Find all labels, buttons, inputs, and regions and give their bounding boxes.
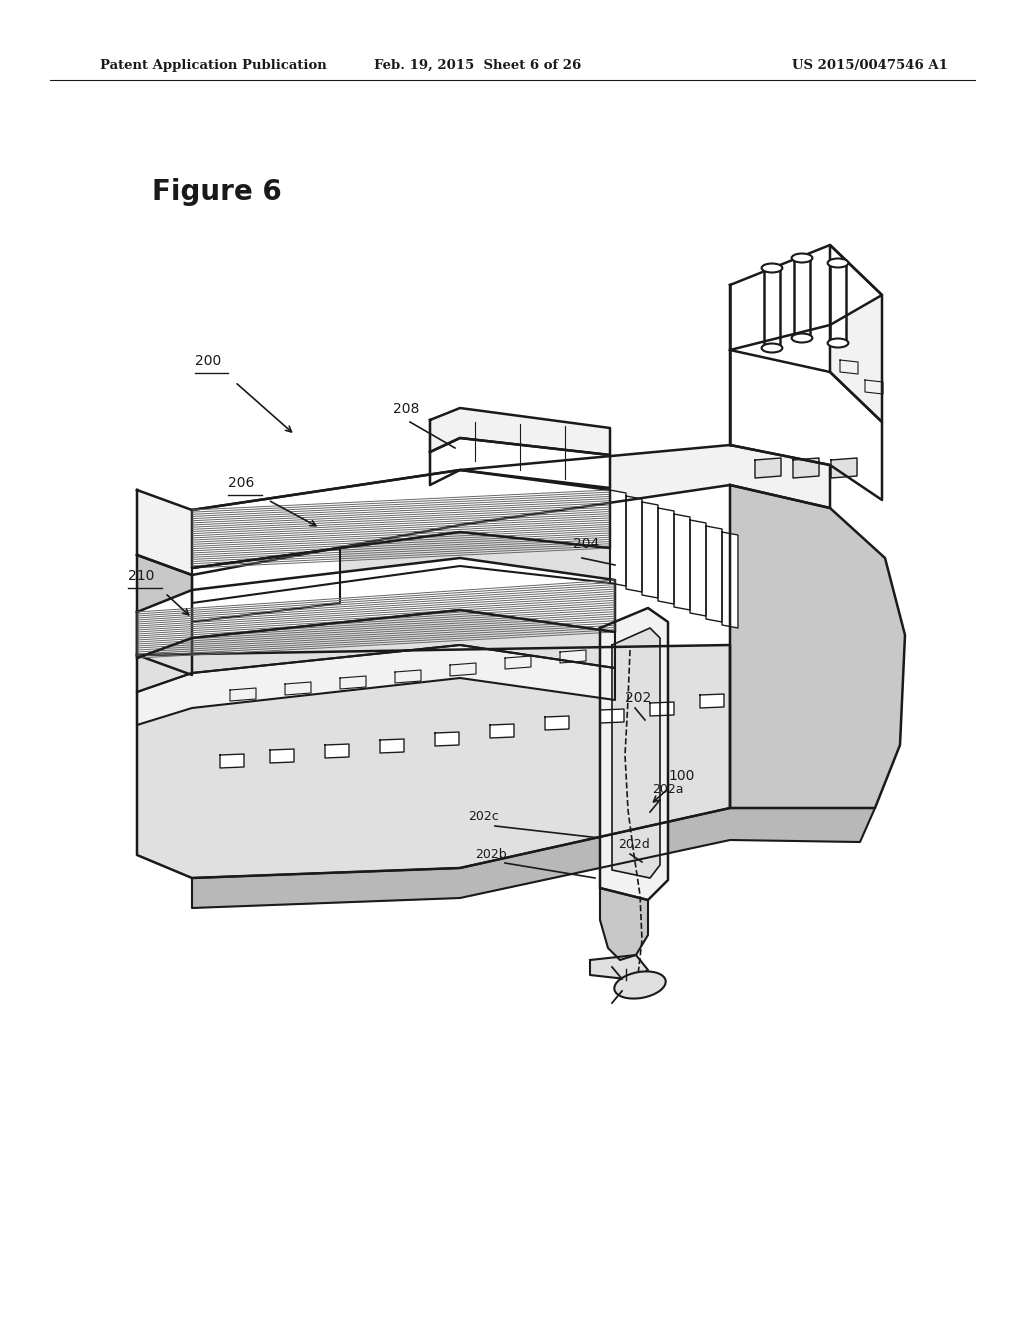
Polygon shape [840,360,858,374]
Ellipse shape [762,343,782,352]
Text: Patent Application Publication: Patent Application Publication [100,58,327,71]
Ellipse shape [614,972,666,998]
Text: 100: 100 [668,770,694,783]
Text: 208: 208 [393,403,420,416]
Polygon shape [730,484,905,808]
Text: 200: 200 [195,354,221,368]
Polygon shape [137,645,730,878]
Polygon shape [600,709,624,723]
Polygon shape [137,445,830,576]
Ellipse shape [792,253,812,263]
Polygon shape [626,496,642,591]
Text: 206: 206 [228,477,254,490]
Polygon shape [830,263,846,343]
Polygon shape [794,257,810,338]
Polygon shape [690,520,706,616]
Polygon shape [435,733,459,746]
Text: 210: 210 [128,569,155,583]
Text: Figure 6: Figure 6 [152,178,282,206]
Text: 202d: 202d [618,838,650,851]
Text: 204: 204 [573,537,599,550]
Polygon shape [340,676,366,689]
Polygon shape [706,525,722,622]
Polygon shape [650,702,674,715]
Polygon shape [325,744,349,758]
Ellipse shape [762,264,782,272]
Polygon shape [137,554,193,675]
Polygon shape [285,682,311,696]
Text: 202a: 202a [652,783,683,796]
Text: 202: 202 [625,690,651,705]
Polygon shape [220,754,244,768]
Polygon shape [450,663,476,676]
Polygon shape [430,438,610,488]
Polygon shape [730,246,882,350]
Polygon shape [722,532,738,628]
Polygon shape [193,808,874,908]
Polygon shape [764,268,780,348]
Polygon shape [395,671,421,682]
Ellipse shape [827,259,849,268]
Polygon shape [137,645,615,725]
Polygon shape [700,694,724,708]
Polygon shape [830,246,882,422]
Text: US 2015/0047546 A1: US 2015/0047546 A1 [792,58,948,71]
Polygon shape [193,532,610,603]
Polygon shape [505,656,531,669]
Polygon shape [137,610,615,692]
Polygon shape [612,628,660,878]
Polygon shape [380,739,404,752]
Polygon shape [600,609,668,900]
Text: Feb. 19, 2015  Sheet 6 of 26: Feb. 19, 2015 Sheet 6 of 26 [375,58,582,71]
Polygon shape [755,458,781,478]
Polygon shape [193,470,610,568]
Polygon shape [270,748,294,763]
Polygon shape [642,502,658,598]
Polygon shape [590,954,648,979]
Polygon shape [865,380,883,393]
Polygon shape [600,888,648,960]
Polygon shape [430,408,610,455]
Polygon shape [490,723,514,738]
Text: 202c: 202c [468,810,499,822]
Ellipse shape [792,334,812,342]
Polygon shape [560,649,586,663]
Polygon shape [230,688,256,701]
Ellipse shape [827,338,849,347]
Polygon shape [193,548,340,622]
Polygon shape [610,490,626,586]
Polygon shape [730,350,882,500]
Text: 202b: 202b [475,847,507,861]
Polygon shape [545,715,569,730]
Polygon shape [793,458,819,478]
Polygon shape [831,458,857,478]
Polygon shape [658,508,674,605]
Polygon shape [674,513,690,610]
Polygon shape [137,558,615,657]
